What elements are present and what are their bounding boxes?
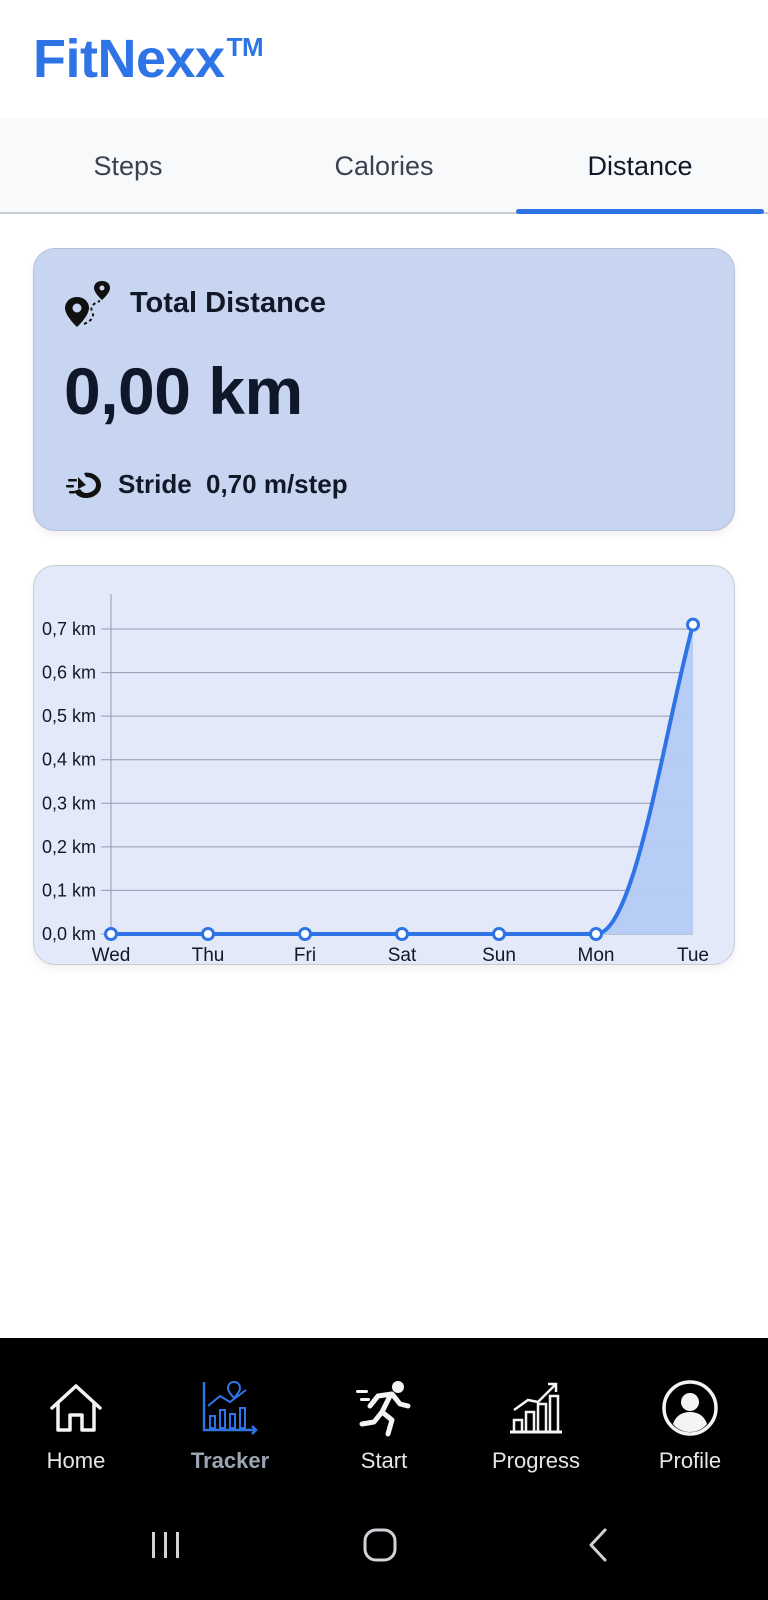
x-tick-label: Mon bbox=[578, 945, 615, 965]
home-circle-icon bbox=[363, 1528, 397, 1562]
stride-value: 0,70 m/step bbox=[206, 469, 348, 499]
nav-start-label: Start bbox=[360, 1448, 408, 1473]
y-tick-label: 0,2 km bbox=[42, 837, 96, 857]
data-point bbox=[492, 927, 506, 941]
total-distance-card: Total Distance 0,00 km Stride 0,70 m/ste… bbox=[33, 248, 735, 531]
nav-progress[interactable]: Progress bbox=[466, 1378, 606, 1488]
y-tick-label: 0,0 km bbox=[42, 924, 96, 944]
data-point bbox=[589, 927, 603, 941]
x-tick-label: Sat bbox=[388, 945, 417, 965]
data-point bbox=[201, 927, 215, 941]
tracker-chart-icon bbox=[202, 1380, 258, 1435]
nav-home[interactable]: Home bbox=[6, 1378, 146, 1488]
area-fill bbox=[111, 624, 693, 934]
series-line bbox=[111, 624, 695, 937]
tab-distance[interactable]: Distance bbox=[587, 150, 693, 181]
y-tick-label: 0,7 km bbox=[42, 619, 96, 639]
running-person-icon bbox=[356, 1381, 411, 1437]
distance-chart-card: 0,0 km 0,1 km 0,2 km 0,3 km 0,4 km 0,5 km 0,6 … bbox=[33, 565, 735, 965]
nav-tracker[interactable]: Tracker bbox=[160, 1378, 300, 1488]
active-tab-indicator bbox=[516, 209, 764, 214]
x-tick-label: Fri bbox=[294, 945, 316, 965]
app-title: FitNexxTM bbox=[33, 29, 264, 89]
app-header: FitNexxTM bbox=[0, 0, 768, 118]
total-distance-label: Total Distance bbox=[130, 287, 327, 319]
map-pin-route-icon bbox=[65, 281, 110, 327]
x-tick-label: Thu bbox=[192, 945, 225, 965]
distance-chart: 0,0 km 0,1 km 0,2 km 0,3 km 0,4 km 0,5 km 0,6 … bbox=[42, 594, 709, 965]
running-shoe-icon bbox=[66, 472, 101, 498]
data-point bbox=[395, 927, 409, 941]
trademark: TM bbox=[226, 32, 264, 62]
recent-apps-button[interactable] bbox=[136, 1520, 196, 1570]
tab-calories[interactable]: Calories bbox=[334, 150, 434, 181]
total-distance-value: 0,00 km bbox=[64, 354, 303, 428]
y-tick-label: 0,1 km bbox=[42, 880, 96, 900]
system-navigation-bar bbox=[0, 1510, 768, 1600]
x-tick-label: Wed bbox=[92, 945, 131, 965]
profile-icon bbox=[662, 1380, 718, 1436]
x-tick-label: Tue bbox=[677, 945, 709, 965]
nav-progress-label: Progress bbox=[491, 1448, 581, 1473]
back-button[interactable] bbox=[568, 1520, 628, 1570]
stride-label: Stride bbox=[118, 469, 192, 499]
nav-profile[interactable]: Profile bbox=[620, 1378, 760, 1488]
nav-profile-label: Profile bbox=[658, 1448, 722, 1473]
y-tick-label: 0,5 km bbox=[42, 706, 96, 726]
home-icon bbox=[50, 1384, 102, 1432]
y-tick-label: 0,4 km bbox=[42, 750, 96, 770]
back-chevron-icon bbox=[589, 1528, 607, 1562]
data-point bbox=[686, 617, 700, 632]
recent-apps-icon bbox=[152, 1532, 179, 1558]
tab-steps[interactable]: Steps bbox=[93, 150, 163, 181]
data-point bbox=[298, 927, 312, 941]
y-tick-label: 0,3 km bbox=[42, 793, 96, 813]
nav-tracker-label: Tracker bbox=[190, 1448, 270, 1473]
home-system-button[interactable] bbox=[350, 1520, 410, 1570]
bottom-navigation: Home Tracker Start bbox=[0, 1338, 768, 1600]
y-tick-label: 0,6 km bbox=[42, 663, 96, 683]
nav-start[interactable]: Start bbox=[314, 1378, 454, 1488]
tab-bar: Steps Calories Distance bbox=[0, 118, 768, 214]
x-tick-label: Sun bbox=[482, 945, 516, 965]
data-point bbox=[104, 927, 118, 941]
nav-home-label: Home bbox=[46, 1448, 106, 1473]
progress-bars-icon bbox=[510, 1382, 562, 1434]
